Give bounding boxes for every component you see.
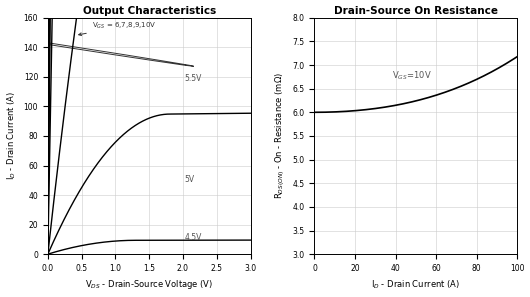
- Y-axis label: R$_{DS(ON)}$ - On - Resistance (mΩ): R$_{DS(ON)}$ - On - Resistance (mΩ): [273, 72, 287, 200]
- Text: V$_{GS}$ = 6,7,8,9,10V: V$_{GS}$ = 6,7,8,9,10V: [78, 21, 156, 36]
- Title: Output Characteristics: Output Characteristics: [83, 6, 216, 15]
- Text: 5V: 5V: [184, 175, 195, 184]
- X-axis label: V$_{DS}$ - Drain-Source Voltage (V): V$_{DS}$ - Drain-Source Voltage (V): [85, 279, 213, 291]
- Text: V$_{GS}$=10V: V$_{GS}$=10V: [392, 69, 431, 82]
- Text: 5.5V: 5.5V: [184, 74, 202, 83]
- Text: 4.5V: 4.5V: [184, 233, 202, 242]
- X-axis label: I$_D$ - Drain Current (A): I$_D$ - Drain Current (A): [372, 279, 461, 291]
- Y-axis label: I$_D$ - Drain Current (A): I$_D$ - Drain Current (A): [5, 91, 18, 181]
- Title: Drain-Source On Resistance: Drain-Source On Resistance: [334, 6, 498, 15]
